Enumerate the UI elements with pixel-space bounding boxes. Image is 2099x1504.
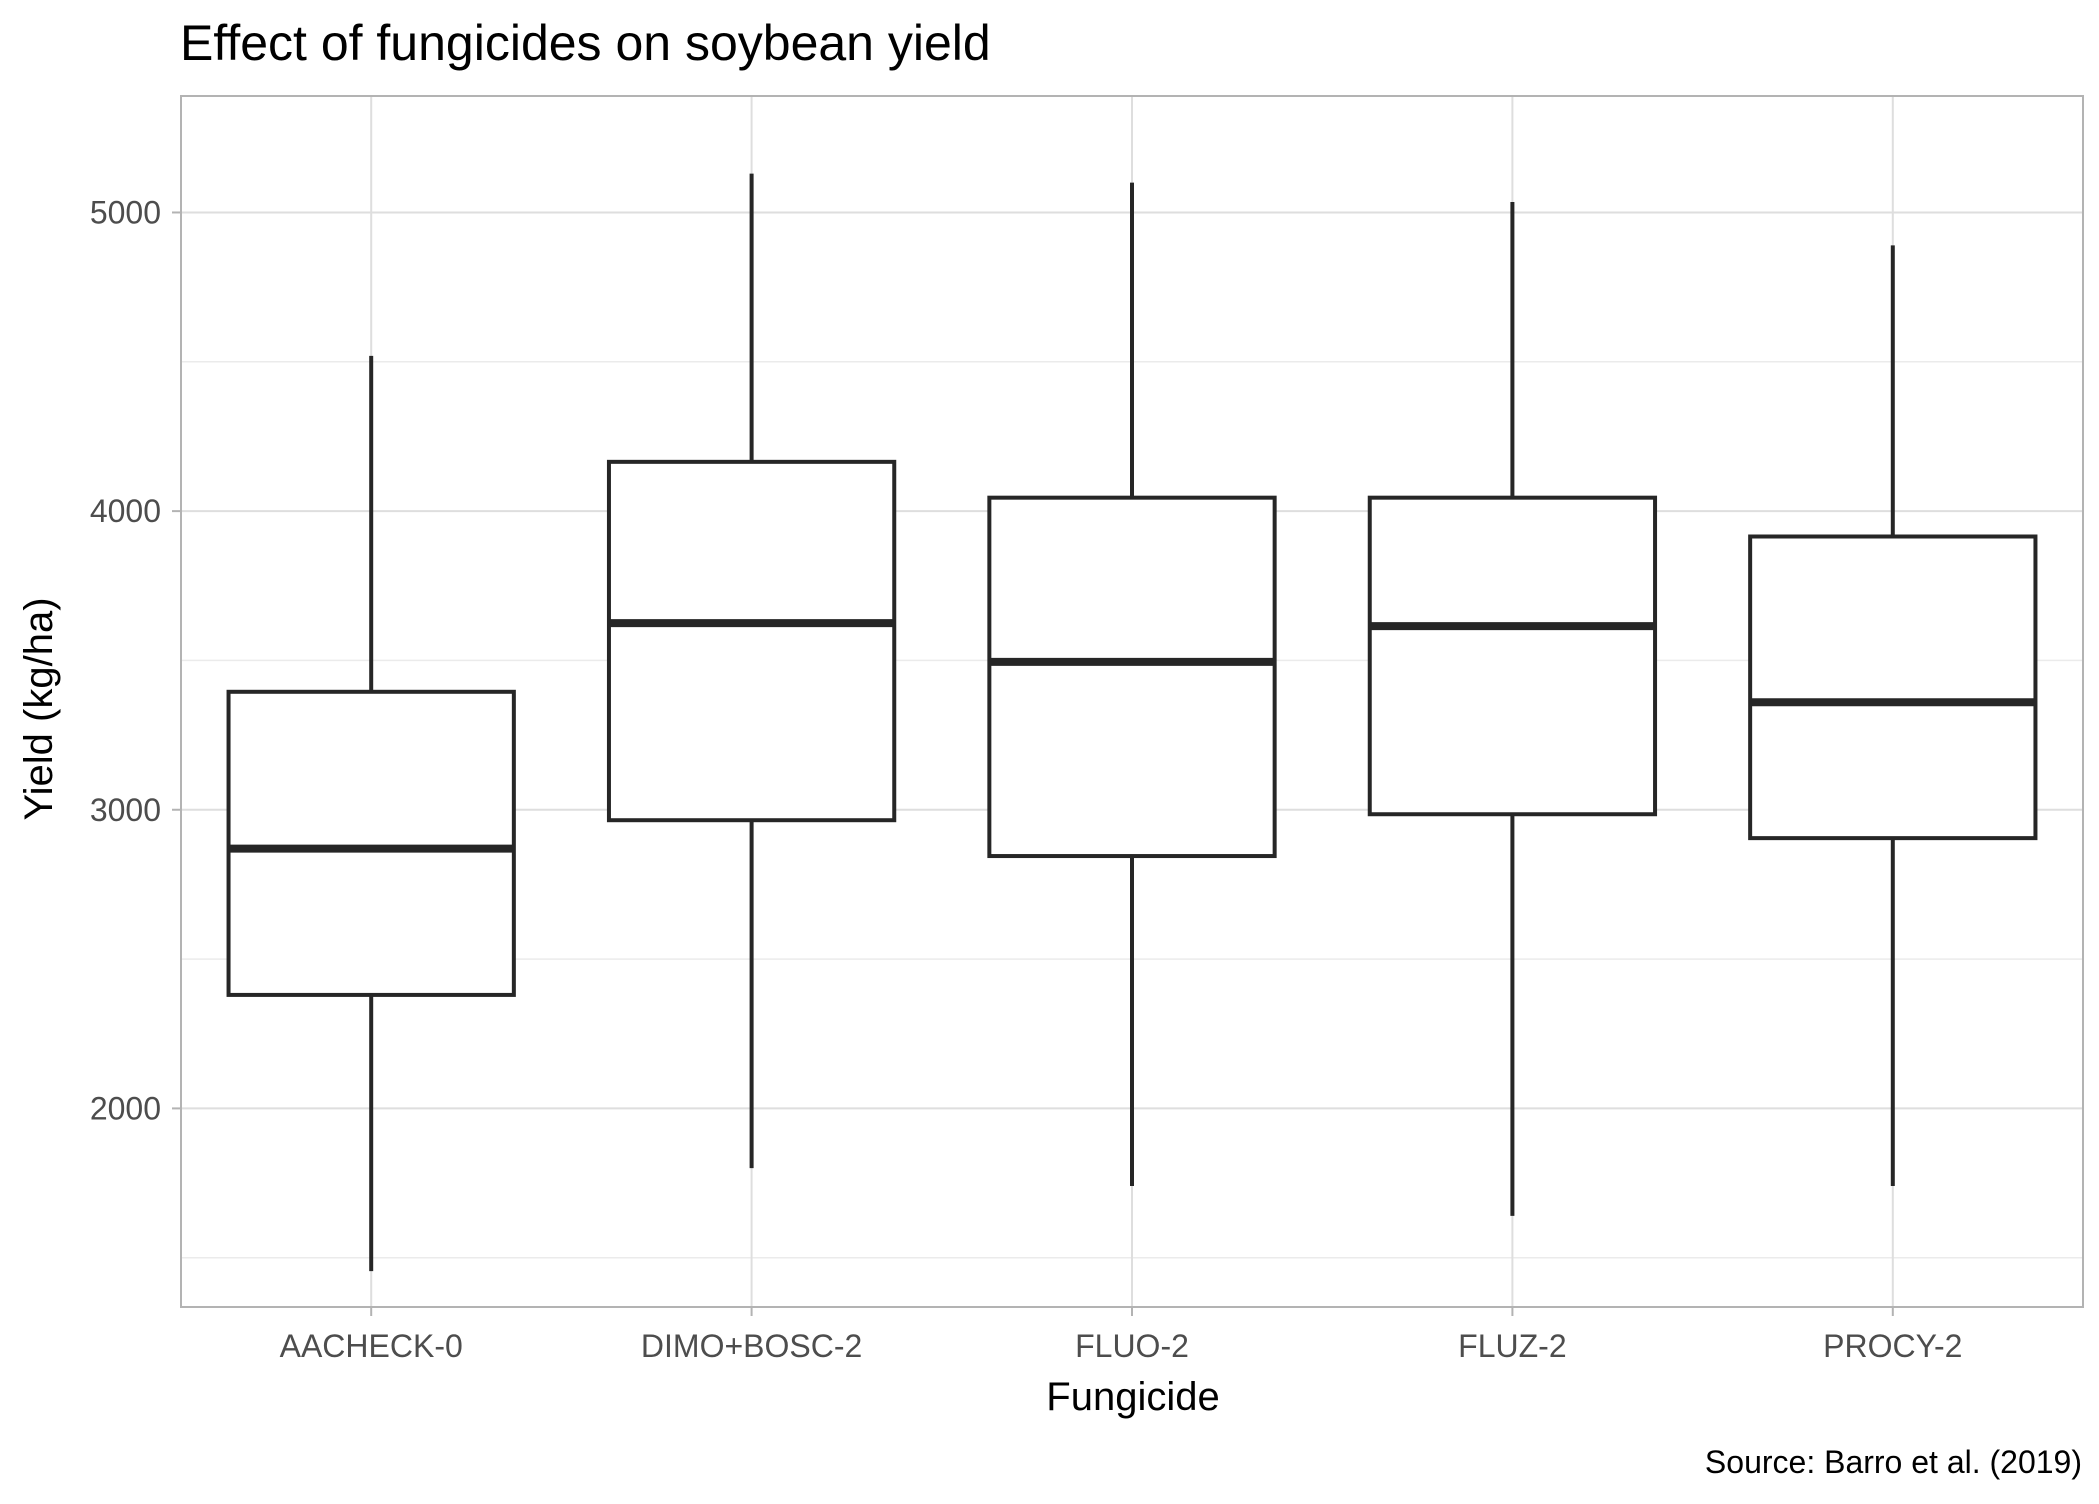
chart-title: Effect of fungicides on soybean yield: [180, 15, 991, 71]
box-dimo-bosc-2: [606, 173, 897, 1169]
box-fluz-2: [1367, 202, 1658, 1216]
chart-caption: Source: Barro et al. (2019): [1705, 1444, 2082, 1480]
x-tick-label: AACHECK-0: [280, 1328, 463, 1364]
iqr-box: [606, 459, 897, 823]
x-tick-label: FLUO-2: [1075, 1328, 1189, 1364]
box-procy-2: [1748, 245, 2038, 1187]
box-aacheck-0: [226, 355, 516, 1272]
x-tick-label: FLUZ-2: [1458, 1328, 1566, 1364]
iqr-box: [226, 689, 516, 997]
iqr-box: [1748, 534, 2038, 841]
boxes: [226, 173, 2038, 1272]
y-tick-label: 3000: [90, 792, 161, 828]
y-axis-ticks: 2000 3000 4000 5000: [90, 194, 181, 1126]
x-axis-title: Fungicide: [1046, 1375, 1219, 1419]
iqr-box: [987, 495, 1277, 859]
y-axis-title: Yield (kg/ha): [17, 597, 61, 820]
x-axis-ticks: AACHECK-0 DIMO+BOSC-2 FLUO-2 FLUZ-2 PROCY-2: [280, 1307, 1962, 1364]
box-fluo-2: [987, 182, 1277, 1187]
y-tick-label: 5000: [90, 194, 161, 230]
y-tick-label: 2000: [90, 1090, 161, 1126]
x-tick-label: DIMO+BOSC-2: [641, 1328, 862, 1364]
iqr-box: [1367, 495, 1658, 817]
x-tick-label: PROCY-2: [1823, 1328, 1962, 1364]
y-tick-label: 4000: [90, 493, 161, 529]
